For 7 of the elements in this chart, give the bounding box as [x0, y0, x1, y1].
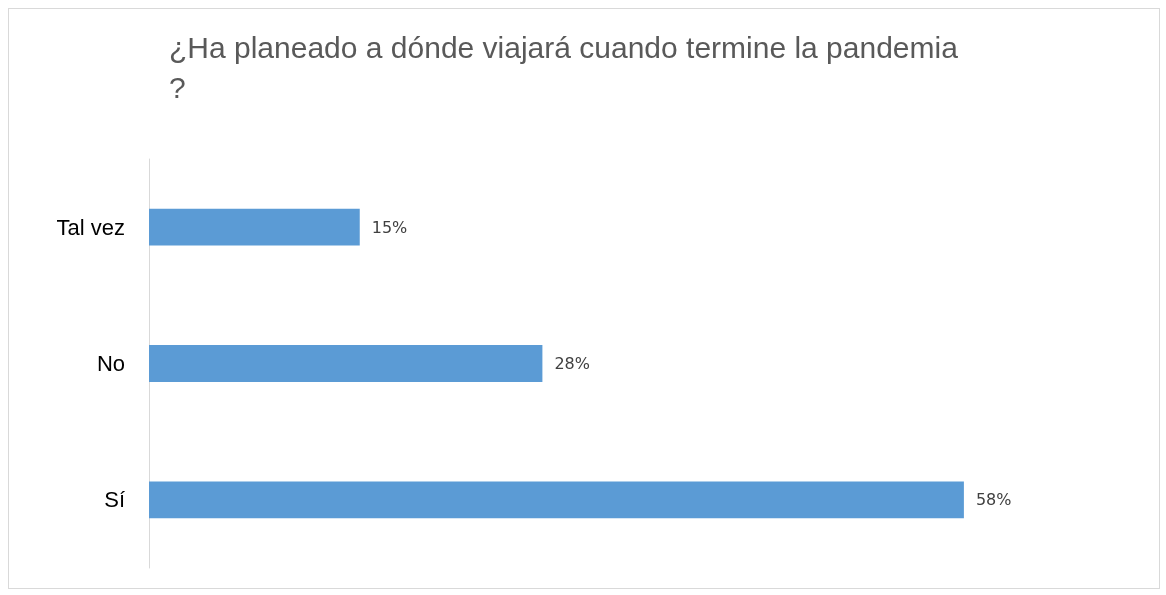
- chart-title: ¿Ha planeado a dónde viajará cuando termine la pandemia?: [169, 30, 959, 104]
- y-tick-label: No: [96, 351, 125, 376]
- y-tick-label: Sí: [104, 487, 125, 513]
- y-tick-label: Tal vez: [56, 214, 125, 240]
- data-label: 28%: [554, 354, 590, 373]
- data-label: 58%: [975, 490, 1012, 510]
- data-label: 15%: [371, 217, 408, 237]
